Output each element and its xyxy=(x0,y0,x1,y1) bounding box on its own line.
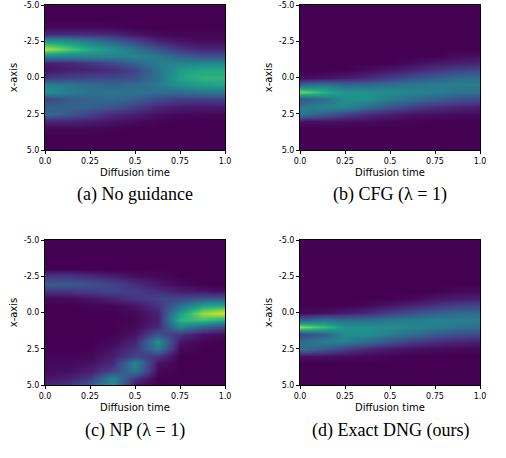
svg-text:Diffusion time: Diffusion time xyxy=(100,167,170,178)
svg-text:0.0: 0.0 xyxy=(27,308,40,317)
svg-text:-2.5: -2.5 xyxy=(24,37,40,46)
svg-text:x-axis: x-axis xyxy=(263,298,274,328)
svg-text:0.5: 0.5 xyxy=(384,392,397,401)
svg-text:0.0: 0.0 xyxy=(294,157,307,166)
svg-text:(d) Exact DNG (ours): (d) Exact DNG (ours) xyxy=(312,420,469,441)
svg-text:-5.0: -5.0 xyxy=(279,1,295,10)
svg-text:0.75: 0.75 xyxy=(171,157,189,166)
svg-text:0.75: 0.75 xyxy=(426,157,444,166)
svg-text:1.0: 1.0 xyxy=(219,157,232,166)
svg-text:Diffusion time: Diffusion time xyxy=(355,402,425,413)
svg-text:0.0: 0.0 xyxy=(39,157,52,166)
svg-text:(c) NP (λ = 1): (c) NP (λ = 1) xyxy=(85,420,185,441)
svg-text:-2.5: -2.5 xyxy=(279,37,295,46)
svg-text:x-axis: x-axis xyxy=(8,63,19,93)
svg-text:5.0: 5.0 xyxy=(282,146,295,155)
svg-text:-5.0: -5.0 xyxy=(279,236,295,245)
svg-text:0.75: 0.75 xyxy=(426,392,444,401)
svg-text:2.5: 2.5 xyxy=(282,345,295,354)
svg-text:2.5: 2.5 xyxy=(27,345,40,354)
svg-text:x-axis: x-axis xyxy=(8,298,19,328)
svg-text:1.0: 1.0 xyxy=(474,392,487,401)
svg-text:x-axis: x-axis xyxy=(263,63,274,93)
svg-text:0.5: 0.5 xyxy=(129,392,142,401)
svg-text:0.25: 0.25 xyxy=(81,392,99,401)
svg-text:0.0: 0.0 xyxy=(39,392,52,401)
svg-text:-5.0: -5.0 xyxy=(24,1,40,10)
svg-text:5.0: 5.0 xyxy=(282,381,295,390)
svg-text:0.5: 0.5 xyxy=(129,157,142,166)
svg-text:0.5: 0.5 xyxy=(384,157,397,166)
svg-text:-2.5: -2.5 xyxy=(279,272,295,281)
svg-text:1.0: 1.0 xyxy=(219,392,232,401)
svg-text:(a) No guidance: (a) No guidance xyxy=(77,184,193,205)
svg-text:Diffusion time: Diffusion time xyxy=(100,402,170,413)
svg-text:0.25: 0.25 xyxy=(81,157,99,166)
svg-text:0.0: 0.0 xyxy=(27,73,40,82)
svg-text:1.0: 1.0 xyxy=(474,157,487,166)
svg-text:0.25: 0.25 xyxy=(336,157,354,166)
svg-text:0.75: 0.75 xyxy=(171,392,189,401)
svg-text:0.0: 0.0 xyxy=(282,73,295,82)
svg-text:2.5: 2.5 xyxy=(282,110,295,119)
svg-text:0.0: 0.0 xyxy=(294,392,307,401)
svg-text:2.5: 2.5 xyxy=(27,110,40,119)
svg-text:5.0: 5.0 xyxy=(27,381,40,390)
svg-text:0.0: 0.0 xyxy=(282,308,295,317)
svg-text:-2.5: -2.5 xyxy=(24,272,40,281)
svg-text:0.25: 0.25 xyxy=(336,392,354,401)
svg-text:(b) CFG (λ = 1): (b) CFG (λ = 1) xyxy=(333,184,447,205)
svg-text:Diffusion time: Diffusion time xyxy=(355,167,425,178)
svg-text:5.0: 5.0 xyxy=(27,146,40,155)
svg-text:-5.0: -5.0 xyxy=(24,236,40,245)
